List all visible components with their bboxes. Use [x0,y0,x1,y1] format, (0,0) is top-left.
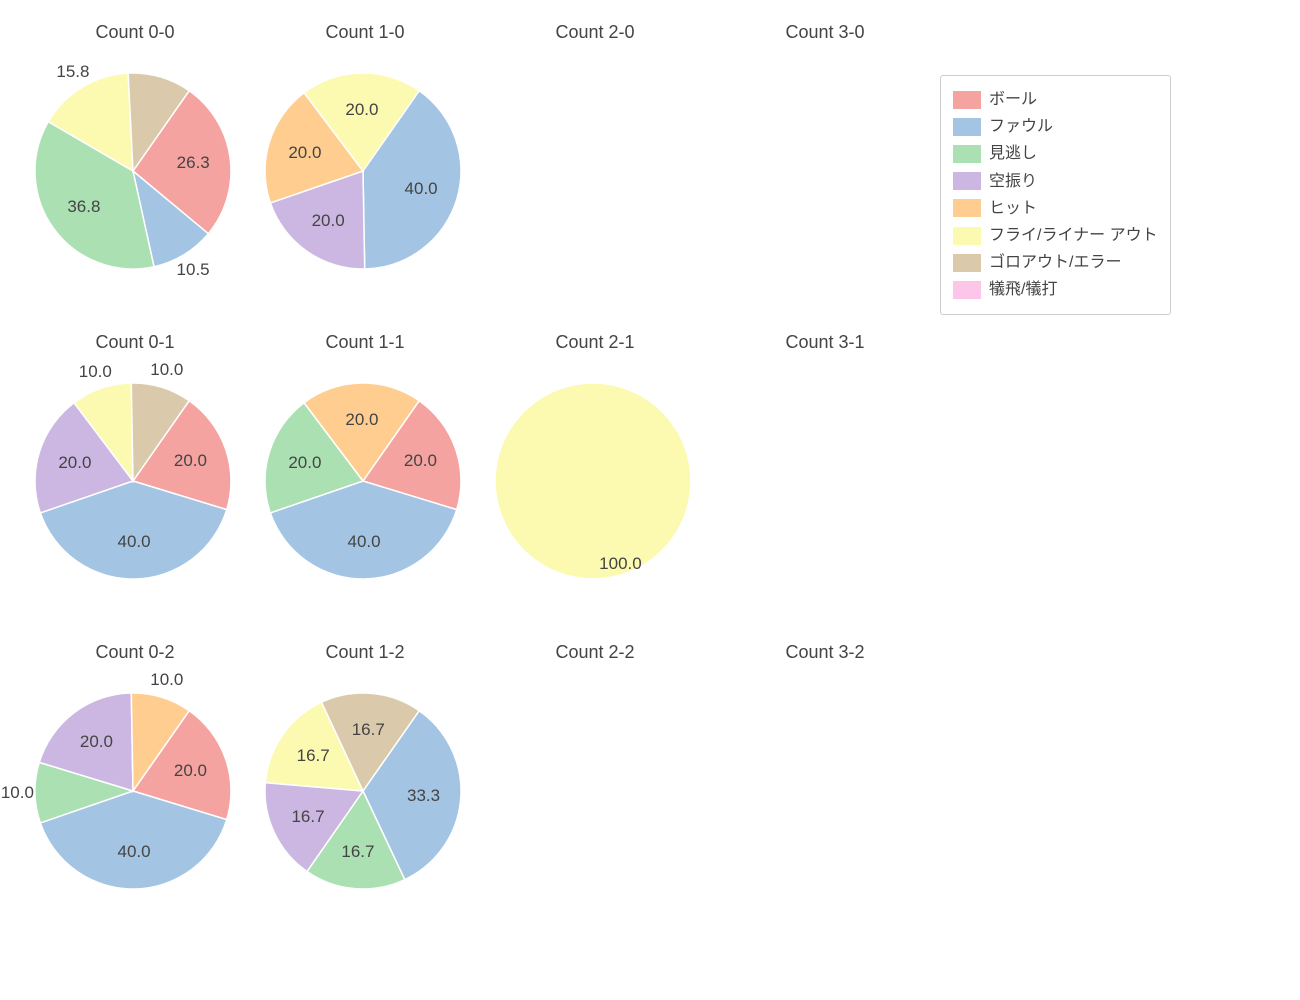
slice-label: 20.0 [288,453,321,473]
slice-label: 20.0 [345,100,378,120]
slice-label: 10.0 [150,360,183,380]
slice-label: 10.0 [1,783,34,803]
slice-label: 16.7 [341,842,374,862]
chart-title: Count 0-2 [20,630,250,663]
legend-swatch [953,199,981,217]
legend-item: ボール [953,86,1158,113]
chart-title: Count 2-0 [480,10,710,43]
chart-cell: Count 2-2 [480,630,710,940]
chart-cell: Count 1-0 40.0 20.0 20.0 20.0 [250,10,480,320]
slice-label: 20.0 [174,761,207,781]
slice-label: 10.5 [177,260,210,280]
pie-wrap [710,353,940,613]
legend-label: ボール [989,86,1037,113]
legend-item: ヒット [953,195,1158,222]
pie-wrap: 20.040.010.020.010.0 [20,663,250,923]
pie-slice-flyliner [495,383,691,579]
chart-cell: Count 1-1 20.0 40.0 20.0 20.0 [250,320,480,630]
legend-item: ファウル [953,113,1158,140]
legend-label: ヒット [989,195,1037,222]
chart-title: Count 1-1 [250,320,480,353]
slice-label: 20.0 [345,410,378,430]
legend-label: 見逃し [989,140,1037,167]
chart-title: Count 2-2 [480,630,710,663]
legend-swatch [953,91,981,109]
slice-label: 40.0 [405,179,438,199]
legend-label: 空振り [989,168,1037,195]
slice-label: 20.0 [288,143,321,163]
legend: ボールファウル見逃し空振りヒットフライ/ライナー アウトゴロアウト/エラー犠飛/… [940,75,1171,315]
slice-label: 20.0 [312,211,345,231]
pie-wrap [710,663,940,923]
pie-chart [495,383,691,579]
legend-label: ファウル [989,113,1053,140]
chart-cell: Count 0-1 20.0 40.0 20.0 10.0 10.0 [20,320,250,630]
pie-wrap [480,43,710,303]
slice-label: 20.0 [404,451,437,471]
chart-title: Count 1-2 [250,630,480,663]
pie-wrap [480,663,710,923]
legend-swatch [953,281,981,299]
chart-cell: Count 3-2 [710,630,940,940]
legend-item: ゴロアウト/エラー [953,249,1158,276]
chart-title: Count 0-0 [20,10,250,43]
pie-wrap: 40.0 20.0 20.0 20.0 [250,43,480,303]
legend-item: 見逃し [953,140,1158,167]
slice-label: 40.0 [348,532,381,552]
chart-title: Count 2-1 [480,320,710,353]
pie-wrap: 100.0 [480,353,710,613]
chart-cell: Count 3-0 [710,10,940,320]
pie-wrap: 26.3 10.5 36.8 15.8 [20,43,250,303]
legend-label: 犠飛/犠打 [989,276,1057,303]
slice-label: 33.3 [407,786,440,806]
slice-label: 10.0 [79,362,112,382]
slice-label: 20.0 [174,451,207,471]
chart-title: Count 3-0 [710,10,940,43]
chart-grid: Count 0-026.310.536.815.8Count 1-040.020… [0,0,1300,1000]
chart-cell: Count 2-1 100.0 [480,320,710,630]
slice-label: 26.3 [177,153,210,173]
chart-cell: Count 0-220.040.010.020.010.0 [20,630,250,940]
chart-title: Count 0-1 [20,320,250,353]
legend-item: 空振り [953,168,1158,195]
slice-label: 20.0 [58,453,91,473]
pie-wrap: 33.3 16.7 16.7 16.7 16.7 [250,663,480,923]
legend-swatch [953,254,981,272]
pie-wrap: 20.0 40.0 20.0 10.0 10.0 [20,353,250,613]
slice-label: 100.0 [599,554,642,574]
legend-swatch [953,118,981,136]
legend-label: フライ/ライナー アウト [989,222,1158,249]
slice-label: 36.8 [67,197,100,217]
slice-label: 16.7 [297,746,330,766]
pie-wrap: 20.0 40.0 20.0 20.0 [250,353,480,613]
legend-label: ゴロアウト/エラー [989,249,1121,276]
chart-cell: Count 0-0 26.3 10.5 36.8 15.8 [20,10,250,320]
chart-title: Count 3-2 [710,630,940,663]
chart-title: Count 3-1 [710,320,940,353]
pie-wrap [710,43,940,303]
slice-label: 15.8 [56,62,89,82]
legend-swatch [953,227,981,245]
slice-label: 40.0 [118,532,151,552]
slice-label: 10.0 [150,670,183,690]
chart-cell: Count 2-0 [480,10,710,320]
legend-item: フライ/ライナー アウト [953,222,1158,249]
chart-title: Count 1-0 [250,10,480,43]
slice-label: 16.7 [291,807,324,827]
chart-cell: Count 1-2 33.3 16.7 16.7 16.7 16.7 [250,630,480,940]
legend-swatch [953,172,981,190]
slice-label: 16.7 [352,720,385,740]
chart-cell: Count 3-1 [710,320,940,630]
slice-label: 40.0 [118,842,151,862]
slice-label: 20.0 [80,732,113,752]
legend-item: 犠飛/犠打 [953,276,1158,303]
legend-swatch [953,145,981,163]
